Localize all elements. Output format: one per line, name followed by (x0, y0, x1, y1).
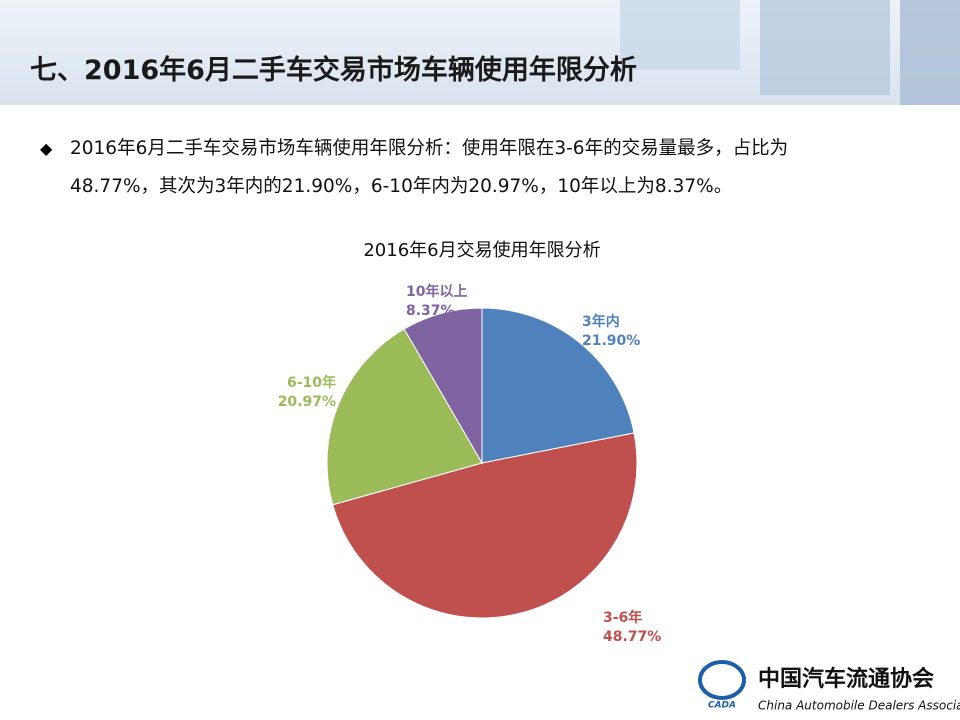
bullet-line: 2016年6月二手车交易市场车辆使用年限分析：使用年限在3-6年的交易量最多，占… (70, 138, 789, 159)
slice-label: 10年以上 (406, 283, 467, 300)
bullet-line: 48.77%，其次为3年内的21.90%，6-10年内为20.97%，10年以上… (70, 176, 733, 197)
header-art (620, 0, 960, 105)
slide-title: 七、2016年6月二手车交易市场车辆使用年限分析 (30, 55, 637, 86)
bullet-text: 2016年6月二手车交易市场车辆使用年限分析：使用年限在3-6年的交易量最多，占… (40, 130, 788, 206)
bullet-icon: ◆ (40, 139, 53, 158)
value-label: 48.77% (603, 629, 661, 645)
chart-title: 2016年6月交易使用年限分析 (363, 240, 600, 261)
value-label: 21.90% (582, 333, 640, 349)
header-band: 七、2016年6月二手车交易市场车辆使用年限分析 (0, 0, 960, 105)
logo-text: CADA (708, 701, 736, 711)
value-label: 20.97% (278, 394, 336, 410)
org-name-cn: 中国汽车流通协会 (758, 666, 934, 692)
slice-label: 6-10年 (287, 374, 336, 391)
logo: CADA 中国汽车流通协会 China Automobile Dealers A… (698, 660, 960, 713)
pie-slice (403, 307, 483, 465)
pie-slice (332, 432, 638, 619)
value-label: 8.37% (406, 303, 455, 319)
pie-slice (326, 328, 483, 506)
slice-label: 3年内 (582, 313, 620, 330)
slice-label: 3-6年 (603, 609, 642, 626)
pie-slice (481, 307, 635, 464)
org-name-en: China Automobile Dealers Association (758, 699, 960, 713)
